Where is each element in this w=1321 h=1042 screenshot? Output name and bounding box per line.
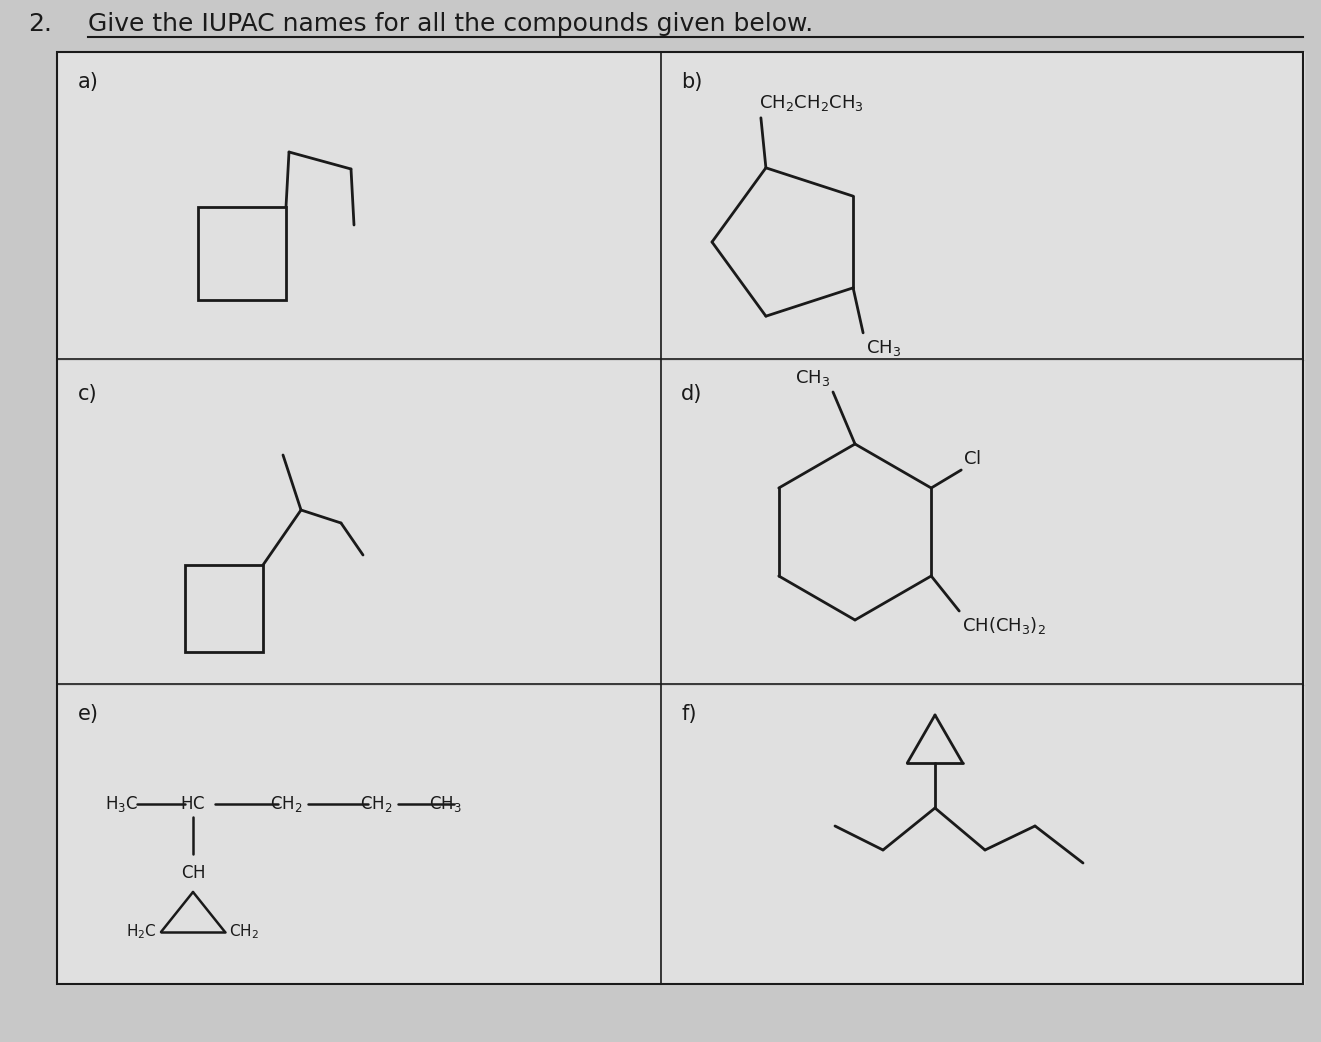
Bar (660, 686, 1304, 984)
Text: $\mathregular{H_3C}$: $\mathregular{H_3C}$ (104, 794, 139, 814)
Text: $\mathregular{CH_3}$: $\mathregular{CH_3}$ (867, 338, 901, 357)
Text: $\mathregular{CH_2}$: $\mathregular{CH_2}$ (359, 794, 392, 814)
Text: $\mathregular{CH}$: $\mathregular{CH}$ (181, 864, 205, 882)
Text: Give the IUPAC names for all the compounds given below.: Give the IUPAC names for all the compoun… (89, 13, 814, 36)
Text: b): b) (682, 72, 703, 92)
Bar (660, 361, 1304, 684)
Bar (57, 361, 659, 684)
Text: $\mathregular{HC}$: $\mathregular{HC}$ (181, 795, 206, 813)
Text: $\mathregular{Cl}$: $\mathregular{Cl}$ (963, 450, 982, 468)
Text: d): d) (682, 384, 703, 404)
Text: $\mathregular{CH_3}$: $\mathregular{CH_3}$ (795, 368, 830, 388)
Text: 2.: 2. (28, 13, 52, 36)
Text: $\mathregular{CH(CH_3)_2}$: $\mathregular{CH(CH_3)_2}$ (962, 615, 1046, 636)
Text: $\mathregular{CH_2CH_2CH_3}$: $\mathregular{CH_2CH_2CH_3}$ (758, 93, 864, 113)
Bar (198, 207, 287, 300)
Bar (57, 686, 659, 984)
Text: $\mathregular{CH_3}$: $\mathregular{CH_3}$ (429, 794, 462, 814)
Text: $\mathregular{CH_2}$: $\mathregular{CH_2}$ (229, 922, 259, 941)
Text: f): f) (682, 704, 696, 724)
Text: $\mathregular{H_2C}$: $\mathregular{H_2C}$ (127, 922, 157, 941)
Bar (57, 52, 659, 359)
Text: c): c) (78, 384, 98, 404)
Text: a): a) (78, 72, 99, 92)
Bar (660, 52, 1304, 359)
Bar (185, 565, 263, 652)
Text: e): e) (78, 704, 99, 724)
Bar (57, 52, 1303, 984)
Text: $\mathregular{CH_2}$: $\mathregular{CH_2}$ (269, 794, 303, 814)
